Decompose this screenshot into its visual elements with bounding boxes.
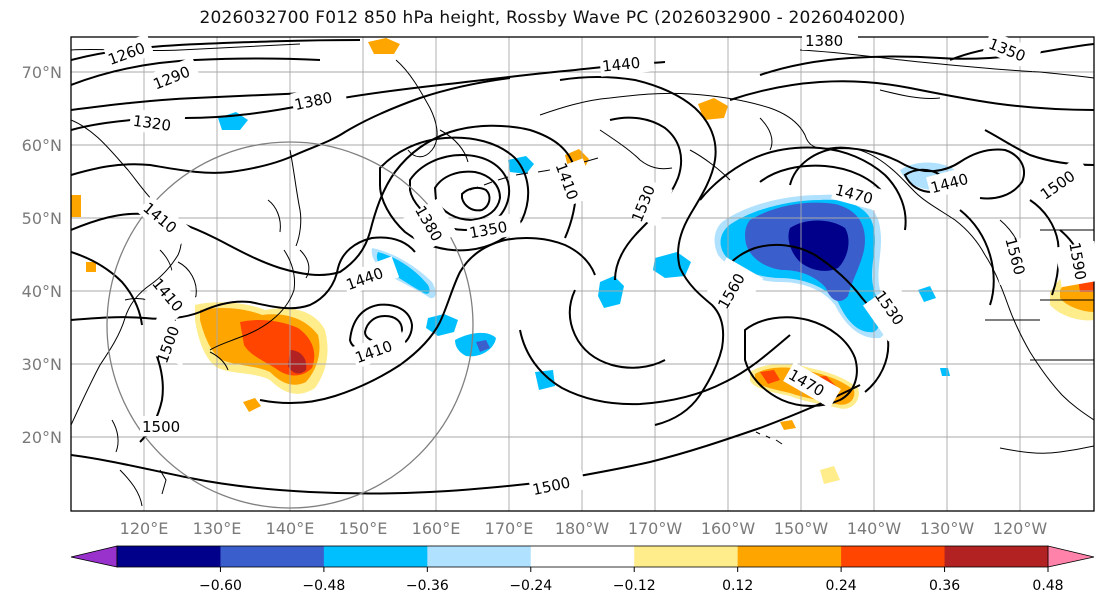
lon-label: 170°W xyxy=(628,519,683,538)
contour-labels: 1260 1290 1320 1380 1440 1380 1350 1410 … xyxy=(103,30,1102,501)
chart-title: 2026032700 F012 850 hPa height, Rossby W… xyxy=(199,8,906,28)
colorbar-cell xyxy=(737,546,842,567)
lon-label: 130°E xyxy=(193,519,242,538)
colorbar-cell xyxy=(117,546,221,567)
map-area xyxy=(71,37,1094,511)
lat-label: 70°N xyxy=(22,63,62,82)
lon-label: 150°W xyxy=(774,519,829,538)
coastlines xyxy=(71,43,1094,507)
colorbar-tick-label: 0.12 xyxy=(722,578,753,594)
lon-label: 140°E xyxy=(266,519,315,538)
colorbar-tick-label: −0.60 xyxy=(199,578,242,594)
colorbar-cell xyxy=(634,546,739,567)
lat-label: 20°N xyxy=(22,428,62,447)
lon-label: 130°W xyxy=(920,519,975,538)
colorbar-cell xyxy=(220,546,325,567)
colorbar-extend-low xyxy=(70,545,118,568)
colorbar-tick-label: −0.48 xyxy=(302,578,345,594)
lat-label: 30°N xyxy=(22,355,62,374)
distance-circle xyxy=(106,141,474,509)
colorbar-tick-label: 0.24 xyxy=(826,578,857,594)
lon-label: 120°W xyxy=(993,519,1048,538)
contour-label: 1380 xyxy=(805,32,843,50)
lat-label: 40°N xyxy=(22,282,62,301)
lat-label: 60°N xyxy=(22,136,62,155)
colorbar-extend-high xyxy=(1047,545,1095,568)
longitude-labels: 120°E 130°E 140°E 150°E 160°E 170°E 180°… xyxy=(120,519,1048,538)
colorbar-tick-label: −0.24 xyxy=(509,578,552,594)
contour-label: 1440 xyxy=(601,54,641,76)
lon-label: 160°W xyxy=(701,519,756,538)
lat-label: 50°N xyxy=(22,209,62,228)
contour-label: 1500 xyxy=(142,418,180,436)
colorbar-cell xyxy=(841,546,946,567)
lon-label: 180°W xyxy=(555,519,610,538)
colorbar-tick-label: −0.36 xyxy=(406,578,449,594)
lon-label: 150°E xyxy=(339,519,388,538)
colorbar-tick-label: −0.12 xyxy=(613,578,656,594)
contour-label: 1320 xyxy=(132,112,172,135)
lon-label: 170°E xyxy=(485,519,534,538)
colorbar-cell xyxy=(427,546,532,567)
colorbar-cell xyxy=(944,546,1049,567)
colorbar-cell xyxy=(530,546,635,567)
colorbar: −0.60 −0.48 −0.36 −0.24 −0.12 0.12 0.24 0.36 0.4… xyxy=(70,545,1095,594)
colorbar-cell xyxy=(323,546,428,567)
latitude-labels: 70°N 60°N 50°N 40°N 30°N 20°N xyxy=(22,63,62,447)
colorbar-tick-label: 0.48 xyxy=(1032,578,1063,594)
lon-label: 160°E xyxy=(412,519,461,538)
lon-label: 140°W xyxy=(847,519,902,538)
colorbar-tick-label: 0.36 xyxy=(929,578,960,594)
lon-label: 120°E xyxy=(120,519,169,538)
